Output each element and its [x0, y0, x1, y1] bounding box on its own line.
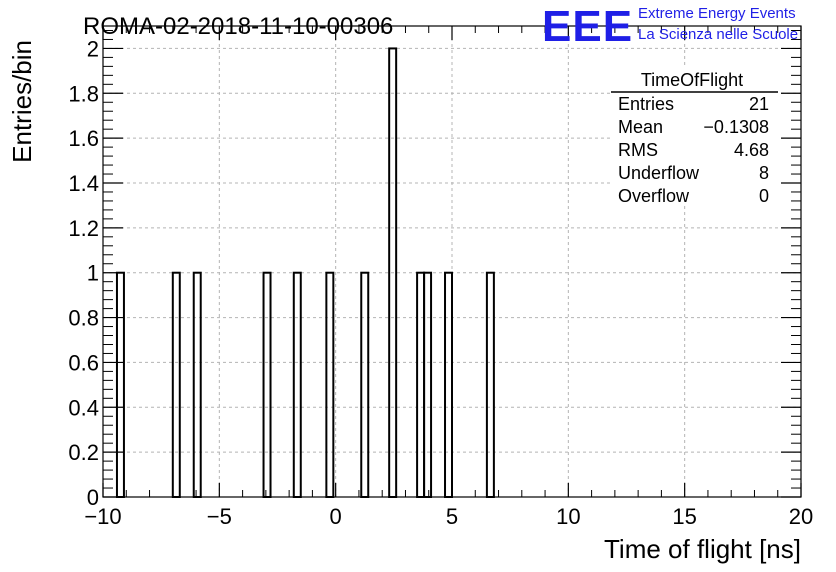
stats-row-value: −0.1308	[703, 117, 769, 137]
histogram-bar	[192, 271, 202, 499]
x-tick-label: 20	[789, 504, 813, 529]
logo-line-2: La Scienza nelle Scuole	[638, 26, 798, 43]
logo-line-1: Extreme Energy Events	[638, 5, 796, 22]
stats-row-label: Overflow	[618, 186, 690, 206]
stats-row-label: Underflow	[618, 163, 700, 183]
y-tick-label: 2	[87, 36, 99, 61]
stats-row-label: Entries	[618, 94, 674, 114]
y-tick-label: 1	[87, 261, 99, 286]
x-tick-labels: −10 −5 0 5 10 15 20	[84, 504, 813, 529]
histogram-bar	[115, 271, 125, 499]
x-tick-label: −5	[207, 504, 232, 529]
axis-ticks	[102, 26, 802, 498]
histogram-bar	[292, 271, 302, 499]
histogram-bar	[325, 271, 335, 499]
run-title: ROMA-02-2018-11-10-00306	[83, 13, 393, 40]
x-tick-label: −10	[84, 504, 121, 529]
stats-row-value: 21	[749, 94, 769, 114]
histogram-bar	[416, 271, 426, 499]
y-tick-label: 1.2	[68, 216, 99, 241]
eee-logo-mark: EEE	[542, 2, 633, 51]
stats-row-value: 8	[759, 163, 769, 183]
y-tick-label: 0	[87, 485, 99, 510]
histogram-bar	[444, 271, 453, 499]
stats-box: TimeOfFlight Entries 21 Mean −0.1308 RMS 4.68…	[611, 68, 781, 206]
histogram-bar	[360, 271, 370, 499]
y-axis-label: Entries/bin	[7, 40, 37, 163]
stats-row-value: 4.68	[734, 140, 769, 160]
histogram-bar	[262, 271, 272, 499]
y-tick-label: 0.8	[68, 306, 99, 331]
histogram-bar	[423, 271, 433, 499]
x-tick-label: 15	[672, 504, 696, 529]
x-axis-label: Time of flight [ns]	[604, 534, 801, 564]
stats-box-background	[611, 68, 781, 206]
y-tick-label: 1.8	[68, 81, 99, 106]
stats-title: TimeOfFlight	[641, 70, 743, 90]
eee-logo: EEE Extreme Energy Events La Scienza nel…	[542, 2, 798, 51]
y-tick-label: 0.2	[68, 440, 99, 465]
x-tick-label: 5	[446, 504, 458, 529]
stats-rows: Entries 21 Mean −0.1308 RMS 4.68 Underflow 8 Ove…	[618, 94, 769, 206]
histogram-bar	[485, 271, 495, 499]
stats-row-label: Mean	[618, 117, 663, 137]
stats-row-value: 0	[759, 186, 769, 206]
stats-row-label: RMS	[618, 140, 658, 160]
histogram-bar	[171, 271, 181, 499]
y-tick-label: 1.6	[68, 126, 99, 151]
x-tick-label: 0	[330, 504, 342, 529]
y-tick-labels: 0 0.2 0.4 0.6 0.8 1 1.2 1.4 1.6 1.8 2	[68, 36, 99, 510]
x-tick-label: 10	[556, 504, 580, 529]
histogram-bars	[115, 47, 495, 499]
y-tick-label: 1.4	[68, 171, 99, 196]
y-tick-label: 0.4	[68, 395, 99, 420]
y-tick-label: 0.6	[68, 350, 99, 375]
